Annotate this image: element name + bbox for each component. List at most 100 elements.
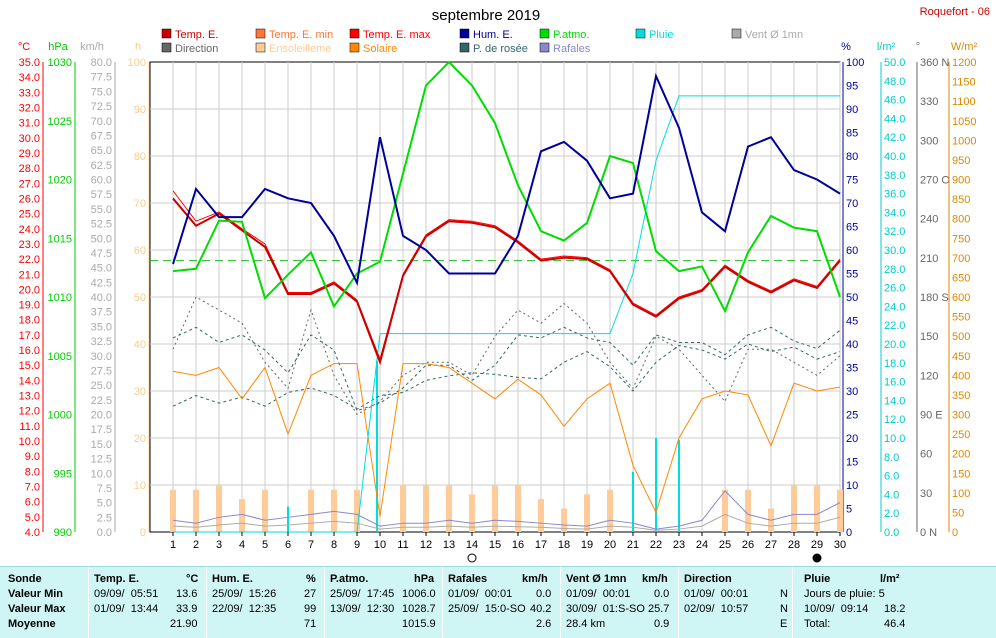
axis-tick-4: 90 — [846, 104, 858, 116]
axis-tick-5: 38.0 — [884, 170, 905, 182]
axis-tick-2: 17.5 — [91, 424, 112, 436]
axis-tick-4: 30 — [846, 386, 858, 398]
vent-min-time: 01/09/ 00:01 — [566, 588, 631, 600]
axis-tick-4: 0 — [846, 527, 852, 539]
x-tick-label: 3 — [216, 539, 222, 551]
axis-unit-0: °C — [18, 41, 30, 53]
temp-min-value: 13.6 — [176, 588, 198, 600]
x-tick-label: 2 — [193, 539, 199, 551]
temp-unit: °C — [186, 573, 199, 585]
axis-tick-1: 1020 — [48, 175, 72, 187]
legend-label: Pluie — [649, 29, 673, 41]
series-line — [172, 197, 841, 366]
row-min-label: Valeur Min — [8, 588, 64, 600]
sunshine-bar — [584, 494, 590, 532]
legend-swatch — [459, 28, 470, 39]
x-tick-label: 13 — [443, 539, 455, 551]
axis-tick-3: 20 — [134, 433, 146, 445]
x-tick-label: 7 — [308, 539, 314, 551]
series-lines — [150, 60, 841, 533]
hum-max-time: 22/09/ 12:35 — [212, 603, 277, 615]
series-line — [172, 296, 841, 416]
patmo-header: P.atmo. — [330, 573, 369, 585]
axis-tick-7: 1100 — [952, 96, 976, 108]
x-tick-label: 8 — [331, 539, 337, 551]
axis-tick-2: 10.0 — [91, 468, 112, 480]
moon-phase-marker — [812, 553, 822, 563]
axis-tick-2: 7.5 — [97, 483, 112, 495]
x-tick-label: 6 — [285, 539, 291, 551]
axis-tick-7: 950 — [952, 155, 970, 167]
axis-tick-5: 48.0 — [884, 76, 905, 88]
direction-min-time: 01/09/ 00:01 — [684, 588, 749, 600]
temp-avg: 21.90 — [170, 618, 198, 630]
axis-tick-4: 45 — [846, 316, 858, 328]
vent-distance: 28.4 km — [566, 618, 606, 630]
axis-tick-7: 1000 — [952, 135, 976, 147]
axis-tick-2: 27.5 — [91, 365, 112, 377]
axis-tick-5: 42.0 — [884, 132, 905, 144]
axis-tick-5: 46.0 — [884, 95, 905, 107]
axis-tick-3: 80 — [134, 151, 146, 163]
axis-tick-2: 80.0 — [91, 57, 112, 69]
axis-tick-4: 65 — [846, 222, 858, 234]
pluie-max-time: 10/09/ 09:14 — [804, 603, 869, 615]
axis-tick-1: 1015 — [48, 233, 72, 245]
axis-tick-3: 60 — [134, 245, 146, 257]
axis-tick-7: 500 — [952, 331, 970, 343]
pluie-total-label: Total: — [804, 618, 831, 630]
axis-tick-5: 14.0 — [884, 395, 905, 407]
axis-tick-6: 180 S — [920, 292, 949, 304]
axis-tick-1: 990 — [54, 527, 72, 539]
axis-tick-2: 25.0 — [91, 380, 112, 392]
axis-tick-4: 15 — [846, 457, 858, 469]
axis-tick-4: 75 — [846, 175, 858, 187]
axis-tick-6: 330 — [920, 96, 938, 108]
x-tick-label: 9 — [354, 539, 360, 551]
temp-min-time: 09/09/ 05:51 — [94, 588, 159, 600]
axis-tick-1: 1010 — [48, 292, 72, 304]
legend-label: Temp. E. max — [363, 29, 431, 41]
legend-swatch — [255, 28, 266, 39]
axis-tick-2: 20.0 — [91, 410, 112, 422]
sunshine-bar — [791, 485, 797, 532]
axis-tick-2: 47.5 — [91, 248, 112, 260]
axis-tick-5: 12.0 — [884, 414, 905, 426]
axis-tick-4: 50 — [846, 292, 858, 304]
axis-tick-0: 20.0 — [19, 284, 40, 296]
axis-unit-5: l/m² — [877, 41, 896, 53]
axis-tick-2: 72.5 — [91, 101, 112, 113]
axis-tick-7: 900 — [952, 175, 970, 187]
axis-tick-0: 25.0 — [19, 209, 40, 221]
x-tick-label: 16 — [512, 539, 524, 551]
axis-tick-3: 100 — [128, 57, 146, 69]
station-name: Roquefort - 06 — [920, 6, 990, 18]
sunshine-bar — [400, 485, 406, 532]
hum-avg: 71 — [304, 618, 317, 630]
axis-tick-5: 2.0 — [884, 508, 899, 520]
axis-tick-6: 30 — [920, 488, 932, 500]
axis-tick-0: 27.0 — [19, 178, 40, 190]
axis-tick-5: 34.0 — [884, 207, 905, 219]
axis-tick-7: 250 — [952, 429, 970, 441]
x-tick-label: 27 — [765, 539, 777, 551]
patmo-avg: 1015.9 — [402, 618, 436, 630]
axis-tick-2: 75.0 — [91, 86, 112, 98]
axis-tick-7: 350 — [952, 390, 970, 402]
axis-tick-5: 44.0 — [884, 113, 905, 125]
legend-swatch — [459, 42, 470, 53]
sunshine-bar — [515, 485, 521, 532]
axis-tick-2: 40.0 — [91, 292, 112, 304]
axis-tick-5: 20.0 — [884, 339, 905, 351]
axis-unit-4: % — [841, 41, 851, 53]
sunshine-bar — [331, 489, 337, 532]
axis-tick-7: 1200 — [952, 57, 976, 69]
axis-tick-0: 24.0 — [19, 224, 40, 236]
axis-tick-0: 6.0 — [25, 497, 40, 509]
axis-tick-2: 50.0 — [91, 233, 112, 245]
vent-avg: 0.9 — [654, 618, 670, 630]
legend-label: Rafales — [553, 43, 591, 55]
legend-label: Solaire — [363, 43, 397, 55]
axis-tick-0: 7.0 — [25, 482, 40, 494]
legend-swatch — [539, 42, 550, 53]
